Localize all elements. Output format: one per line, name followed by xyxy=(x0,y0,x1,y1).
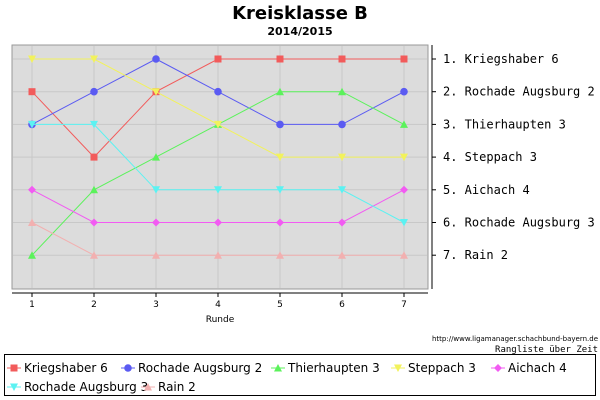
chart-title: Kreisklasse B xyxy=(232,3,368,24)
rank-label: 5. Aichach 4 xyxy=(443,183,530,197)
data-point xyxy=(338,153,346,162)
rank-label: 2. Rochade Augsburg 2 xyxy=(443,85,595,99)
x-tick-label: 6 xyxy=(339,300,345,310)
legend xyxy=(4,354,596,396)
data-point xyxy=(214,251,222,259)
data-point xyxy=(400,185,408,194)
source-url: http://www.ligamanager.schachbund-bayern… xyxy=(432,335,598,343)
data-point xyxy=(90,218,98,227)
data-point xyxy=(28,218,36,226)
data-point xyxy=(90,251,98,259)
data-point xyxy=(28,88,36,96)
data-point xyxy=(152,218,160,227)
x-tick-label: 4 xyxy=(215,300,221,310)
data-point xyxy=(214,87,222,96)
legend-label: Rochade Augsburg 2 xyxy=(138,361,262,375)
data-point xyxy=(152,186,160,194)
data-point xyxy=(400,87,408,96)
data-point xyxy=(90,87,98,96)
data-point xyxy=(28,120,36,129)
data-point xyxy=(28,251,36,259)
data-point xyxy=(400,153,408,162)
data-point xyxy=(214,186,222,194)
data-point xyxy=(338,218,346,227)
data-point xyxy=(276,218,284,227)
rank-label-layer: 1. Kriegshaber 6 2. Rochade Augsburg 2 3. … xyxy=(432,52,595,262)
data-point xyxy=(28,55,36,63)
data-point xyxy=(276,87,284,96)
data-point xyxy=(400,219,408,227)
x-tick-label: 3 xyxy=(153,300,159,310)
legend-label: Rochade Augsburg 3 xyxy=(24,380,148,394)
x-tick-label: 2 xyxy=(91,300,97,310)
data-point xyxy=(338,186,346,194)
legend-marker xyxy=(124,364,132,372)
legend-label: Kriegshaber 6 xyxy=(24,361,108,375)
legend-marker xyxy=(494,364,502,372)
data-point xyxy=(214,218,222,227)
chart-caption: Rangliste über Zeit xyxy=(495,345,598,355)
legend-items: Kriegshaber 6 Rochade Augsburg 2 Thierhaup… xyxy=(7,361,567,394)
legend-label: Thierhaupten 3 xyxy=(287,361,380,375)
legend-marker xyxy=(10,383,18,391)
data-point xyxy=(214,120,222,129)
data-point xyxy=(400,55,408,63)
data-point xyxy=(276,120,284,129)
x-tick-label: 7 xyxy=(401,300,407,310)
rank-label: 1. Kriegshaber 6 xyxy=(443,52,559,66)
data-point xyxy=(338,87,346,96)
legend-marker xyxy=(10,364,18,372)
rank-label: 6. Rochade Augsburg 3 xyxy=(443,216,595,230)
data-point xyxy=(152,88,160,96)
x-axis-label: Runde xyxy=(206,315,235,325)
data-point xyxy=(276,251,284,259)
legend-label: Steppach 3 xyxy=(408,361,476,375)
x-tick-layer: 1 2 3 4 5 6 7 xyxy=(29,293,407,310)
data-point xyxy=(338,55,346,63)
legend-marker xyxy=(394,364,402,372)
data-point xyxy=(90,120,98,129)
data-point xyxy=(90,185,98,194)
data-point xyxy=(400,120,408,128)
data-point xyxy=(276,153,284,162)
data-point xyxy=(28,185,36,194)
rank-label: 3. Thierhaupten 3 xyxy=(443,117,566,131)
data-point xyxy=(338,120,346,129)
data-point xyxy=(338,251,346,259)
x-tick-label: 1 xyxy=(29,300,35,310)
rank-label: 7. Rain 2 xyxy=(443,248,508,262)
series-layer xyxy=(28,55,408,259)
data-point xyxy=(90,153,98,161)
data-point xyxy=(152,251,160,259)
data-point xyxy=(276,55,284,63)
legend-marker xyxy=(144,383,152,391)
data-point xyxy=(400,251,408,259)
legend-label: Aichach 4 xyxy=(508,361,567,375)
legend-label: Rain 2 xyxy=(158,380,196,394)
x-tick-label: 5 xyxy=(277,300,283,310)
data-point xyxy=(90,55,98,63)
data-point xyxy=(152,55,160,63)
data-point xyxy=(152,153,160,161)
chart-subtitle: 2014/2015 xyxy=(267,25,332,38)
data-point xyxy=(276,186,284,194)
data-point xyxy=(214,55,222,63)
rank-label: 4. Steppach 3 xyxy=(443,150,537,164)
legend-marker xyxy=(274,364,282,372)
